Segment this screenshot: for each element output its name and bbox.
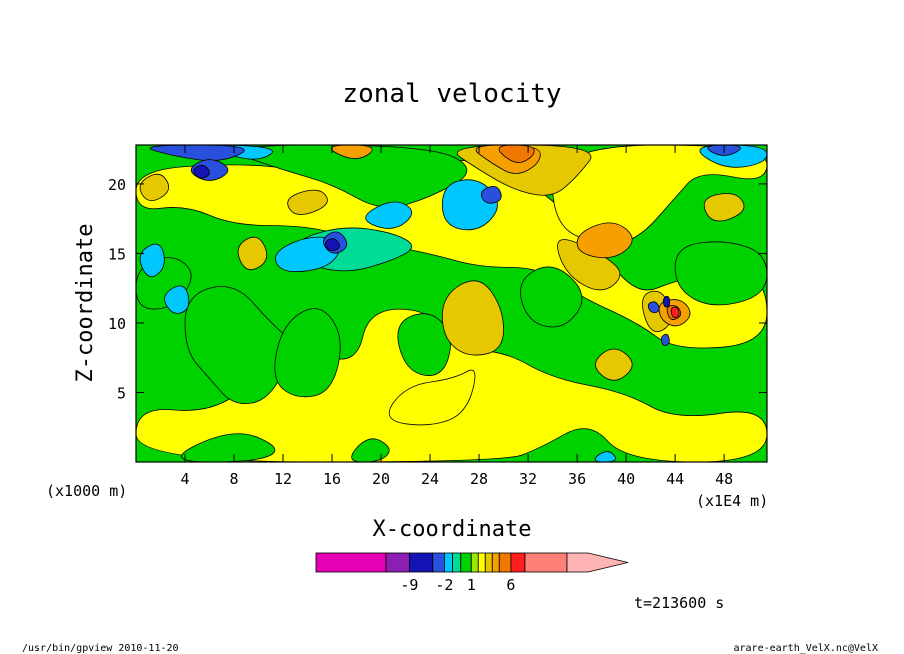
contour-region — [351, 438, 390, 462]
contour-region — [674, 241, 767, 306]
colorbar-segment — [477, 552, 486, 573]
colorbar-segment — [385, 552, 410, 573]
y-tick-label: 5 — [117, 384, 126, 402]
colorbar — [315, 552, 629, 573]
timestamp-label: t=213600 s — [634, 594, 724, 612]
colorbar-tick-label: 6 — [506, 576, 515, 594]
contour-region — [576, 222, 633, 259]
contour-region — [237, 236, 268, 271]
contour-region — [397, 313, 451, 376]
x-tick-label: 4 — [180, 470, 189, 488]
footer-left-text: /usr/bin/gpview 2010-11-20 — [22, 643, 179, 654]
contour-region — [480, 185, 502, 204]
contour-region — [660, 333, 670, 346]
footer-right-text: arare-earth_VelX.nc@VelX — [734, 643, 879, 654]
chart-title: zonal velocity — [342, 79, 561, 109]
contour-region — [498, 145, 535, 163]
contour-region — [193, 164, 210, 179]
contour-region — [647, 301, 660, 313]
colorbar-segment — [510, 552, 526, 573]
x-tick-label: 12 — [274, 470, 292, 488]
contour-plot-area — [136, 145, 767, 462]
contour-region — [287, 189, 328, 215]
contour-region — [365, 201, 413, 229]
contour-region — [274, 236, 341, 273]
contour-region — [595, 348, 633, 381]
contour-region — [149, 145, 245, 161]
contour-region — [557, 239, 621, 291]
x-tick-label: 40 — [617, 470, 635, 488]
colorbar-segment — [484, 552, 493, 573]
y-axis-ticks: 5 10 15 20 — [108, 176, 767, 402]
y-tick-label: 15 — [108, 245, 126, 263]
contour-region — [139, 243, 165, 278]
colorbar-segment — [444, 552, 453, 573]
x-axis-label: X-coordinate — [373, 517, 532, 542]
x-tick-label: 36 — [568, 470, 586, 488]
contour-region — [441, 280, 505, 356]
colorbar-tick-labels: -9 -2 1 6 — [400, 576, 515, 594]
colorbar-segment — [460, 552, 472, 573]
y-axis-label: Z-coordinate — [73, 224, 98, 383]
x-tick-label: 8 — [230, 470, 239, 488]
y-tick-label: 20 — [108, 176, 126, 194]
colorbar-segment — [498, 552, 512, 573]
contour-region — [520, 266, 583, 328]
contour-region — [325, 238, 340, 252]
colorbar-segment — [491, 552, 500, 573]
x-tick-label: 16 — [323, 470, 341, 488]
contour-region — [139, 173, 170, 202]
contour-region — [388, 369, 476, 426]
colorbar-tick-label: -2 — [435, 576, 453, 594]
contour-region — [663, 295, 671, 308]
contour-region — [703, 193, 745, 222]
x-tick-label: 28 — [470, 470, 488, 488]
colorbar-segment — [408, 552, 434, 573]
x-tick-label: 20 — [372, 470, 390, 488]
contour-region — [184, 286, 290, 404]
contour-region — [164, 285, 190, 314]
x-tick-label: 24 — [421, 470, 439, 488]
colorbar-segment — [470, 552, 479, 573]
contour-region — [274, 308, 341, 398]
plot-frame — [135, 144, 768, 463]
x-axis-unit-right: (x1E4 m) — [696, 492, 768, 510]
x-axis-unit-left: (x1000 m) — [46, 482, 127, 500]
colorbar-segment — [452, 552, 462, 573]
y-tick-label: 10 — [108, 315, 126, 333]
contour-region — [670, 306, 680, 319]
x-tick-label: 32 — [519, 470, 537, 488]
x-tick-label: 44 — [666, 470, 684, 488]
colorbar-segment — [524, 552, 568, 573]
colorbar-arrow-segment — [566, 552, 629, 573]
colorbar-tick-label: 1 — [467, 576, 476, 594]
x-axis-ticks: 4 8 12 16 20 24 28 32 36 40 44 48 — [180, 145, 733, 488]
x-tick-label: 48 — [715, 470, 733, 488]
colorbar-segment — [315, 552, 387, 573]
contour-region — [594, 451, 616, 462]
colorbar-tick-label: -9 — [400, 576, 418, 594]
contour-region — [181, 433, 276, 462]
colorbar-segment — [432, 552, 445, 573]
